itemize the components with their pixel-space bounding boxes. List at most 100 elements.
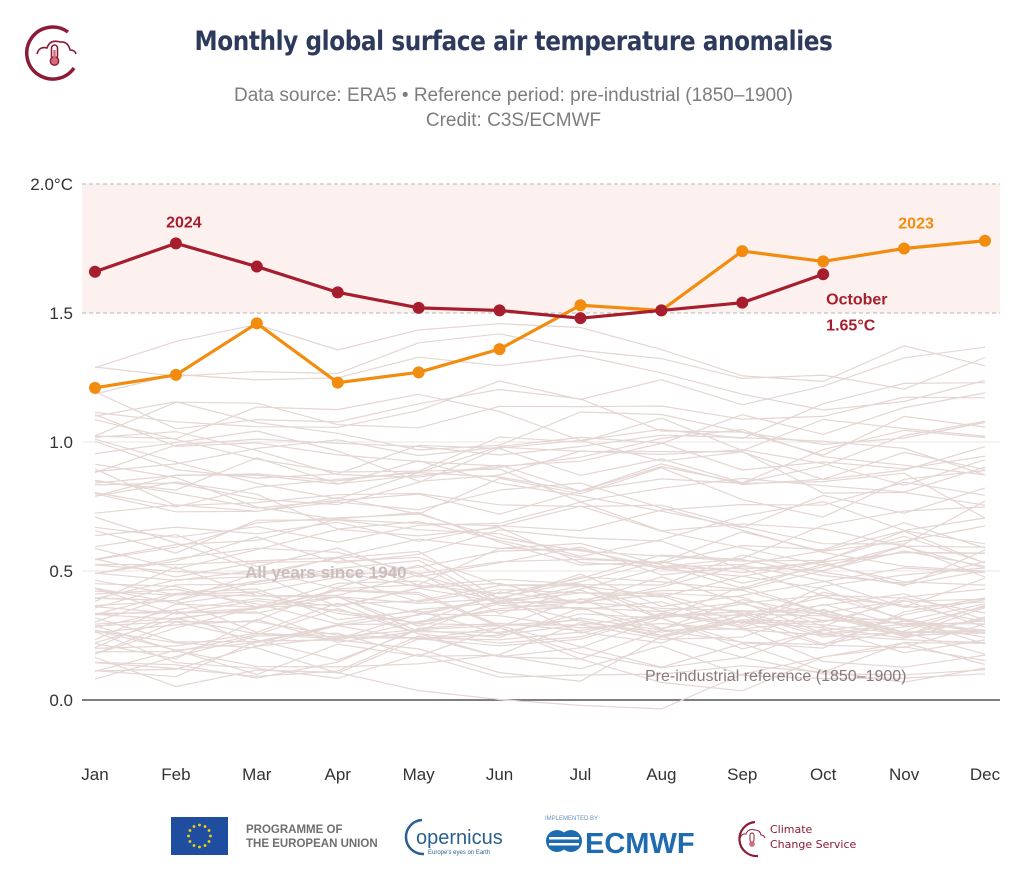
background-year-line (94, 463, 986, 532)
background-year-line (94, 346, 986, 428)
background-year-line (94, 604, 986, 645)
background-year-line (94, 511, 986, 566)
x-tick-label: Feb (161, 765, 190, 784)
background-year-line (94, 451, 986, 515)
series-point-2023 (493, 343, 506, 356)
series-point-2024 (169, 237, 182, 250)
background-year-line (94, 632, 986, 680)
series-line-2024 (94, 241, 824, 320)
background-year-line (94, 567, 986, 625)
background-year-line (94, 396, 986, 437)
chart-subtitle-source: Data source: ERA5 • Reference period: pr… (233, 85, 793, 106)
copernicus-name: opernicus (416, 827, 503, 849)
ccs-text: Climate Change Service (770, 822, 856, 852)
background-year-line (94, 596, 986, 672)
label-2024: 2024 (166, 214, 202, 231)
series-point-2023 (169, 368, 182, 381)
background-year-line (94, 505, 986, 566)
series-point-2024 (574, 312, 587, 325)
background-year-line (94, 428, 986, 491)
series-point-2023 (574, 299, 587, 312)
series-point-2024 (817, 268, 830, 281)
background-year-line (94, 401, 986, 456)
chart-title: Monthly global surface air temperature a… (194, 26, 833, 57)
highlight-series (89, 234, 991, 394)
x-tick-label: Mar (242, 765, 272, 784)
background-year-line (94, 538, 986, 600)
x-tick-label: Apr (324, 765, 351, 784)
background-year-line (94, 513, 986, 564)
eu-star (188, 840, 192, 843)
eu-star (192, 825, 196, 828)
eu-star (209, 834, 212, 838)
ccs-line-1: Climate (770, 823, 813, 836)
ecmwf-logo-icon: ECMWF (546, 828, 695, 856)
eu-line-2: THE EUROPEAN UNION (246, 838, 378, 850)
series-point-2023 (250, 317, 263, 330)
series-point-2024 (736, 296, 749, 309)
eu-star (198, 823, 201, 827)
background-year-line (94, 429, 986, 492)
chart-subtitle-credit: Credit: C3S/ECMWF (425, 110, 602, 131)
background-year-line (94, 576, 986, 628)
label-pre-industrial: Pre-industrial reference (1850–1900) (645, 668, 906, 685)
background-year-line (94, 388, 986, 446)
ecmwf-name: ECMWF (585, 828, 695, 856)
background-year-line (94, 598, 986, 661)
copernicus-tagline: Europe's eyes on Earth (428, 850, 490, 856)
background-year-line (94, 333, 986, 390)
label-all-years: All years since 1940 (245, 563, 407, 582)
x-tick-label: Nov (889, 765, 920, 784)
eu-star (207, 829, 211, 832)
series-point-2023 (898, 242, 911, 255)
background-year-line (94, 567, 986, 635)
label-october: October (826, 291, 887, 308)
series-point-2024 (331, 286, 344, 299)
y-tick-label: 1.5 (49, 304, 73, 323)
implemented-by-text: IMPLEMENTED BY (545, 816, 599, 822)
background-year-line (94, 434, 986, 476)
background-year-line (94, 354, 986, 411)
y-axis: 0.0 0.5 1.0 1.5 2.0°C (30, 175, 73, 710)
background-year-line (94, 548, 986, 582)
background-year-line (94, 501, 986, 569)
series-line-2023 (94, 239, 986, 390)
background-year-line (94, 609, 986, 674)
series-point-2024 (89, 265, 101, 278)
background-year-line (94, 460, 986, 529)
background-year-line (94, 564, 986, 634)
above-1-5-band (82, 184, 1000, 313)
background-year-line (94, 596, 986, 649)
background-year-line (94, 606, 986, 676)
background-year-line (94, 382, 986, 441)
x-tick-label: Jul (570, 765, 592, 784)
x-tick-label: Jan (81, 765, 108, 784)
eu-star (203, 825, 207, 828)
y-tick-label: 0.5 (49, 562, 73, 581)
background-year-line (94, 466, 986, 503)
x-tick-label: Dec (970, 765, 1001, 784)
series-point-2023 (89, 381, 101, 394)
background-year-line (94, 392, 986, 467)
series-point-2024 (250, 260, 263, 273)
background-year-line (94, 631, 986, 680)
eu-star (192, 844, 196, 847)
series-point-2023 (331, 376, 344, 389)
background-year-line (94, 576, 986, 624)
footer-logos: PROGRAMME OF THE EUROPEAN UNION opernicu… (0, 808, 1027, 868)
background-year-line (94, 554, 986, 595)
eu-flag-icon (171, 817, 228, 855)
background-year-line (94, 564, 986, 628)
background-year-line (94, 559, 986, 637)
label-october-value: 1.65°C (826, 317, 876, 334)
background-year-line (94, 554, 986, 586)
y-tick-label: 2.0°C (30, 175, 73, 194)
climate-change-service-logo-icon (25, 25, 77, 81)
series-point-2023 (736, 245, 749, 258)
eu-programme-text: PROGRAMME OF THE EUROPEAN UNION (246, 823, 378, 851)
y-tick-label: 1.0 (49, 433, 73, 452)
background-year-line (94, 439, 986, 506)
background-years-lines (94, 323, 986, 710)
eu-star (203, 844, 207, 847)
background-year-line (94, 580, 986, 641)
